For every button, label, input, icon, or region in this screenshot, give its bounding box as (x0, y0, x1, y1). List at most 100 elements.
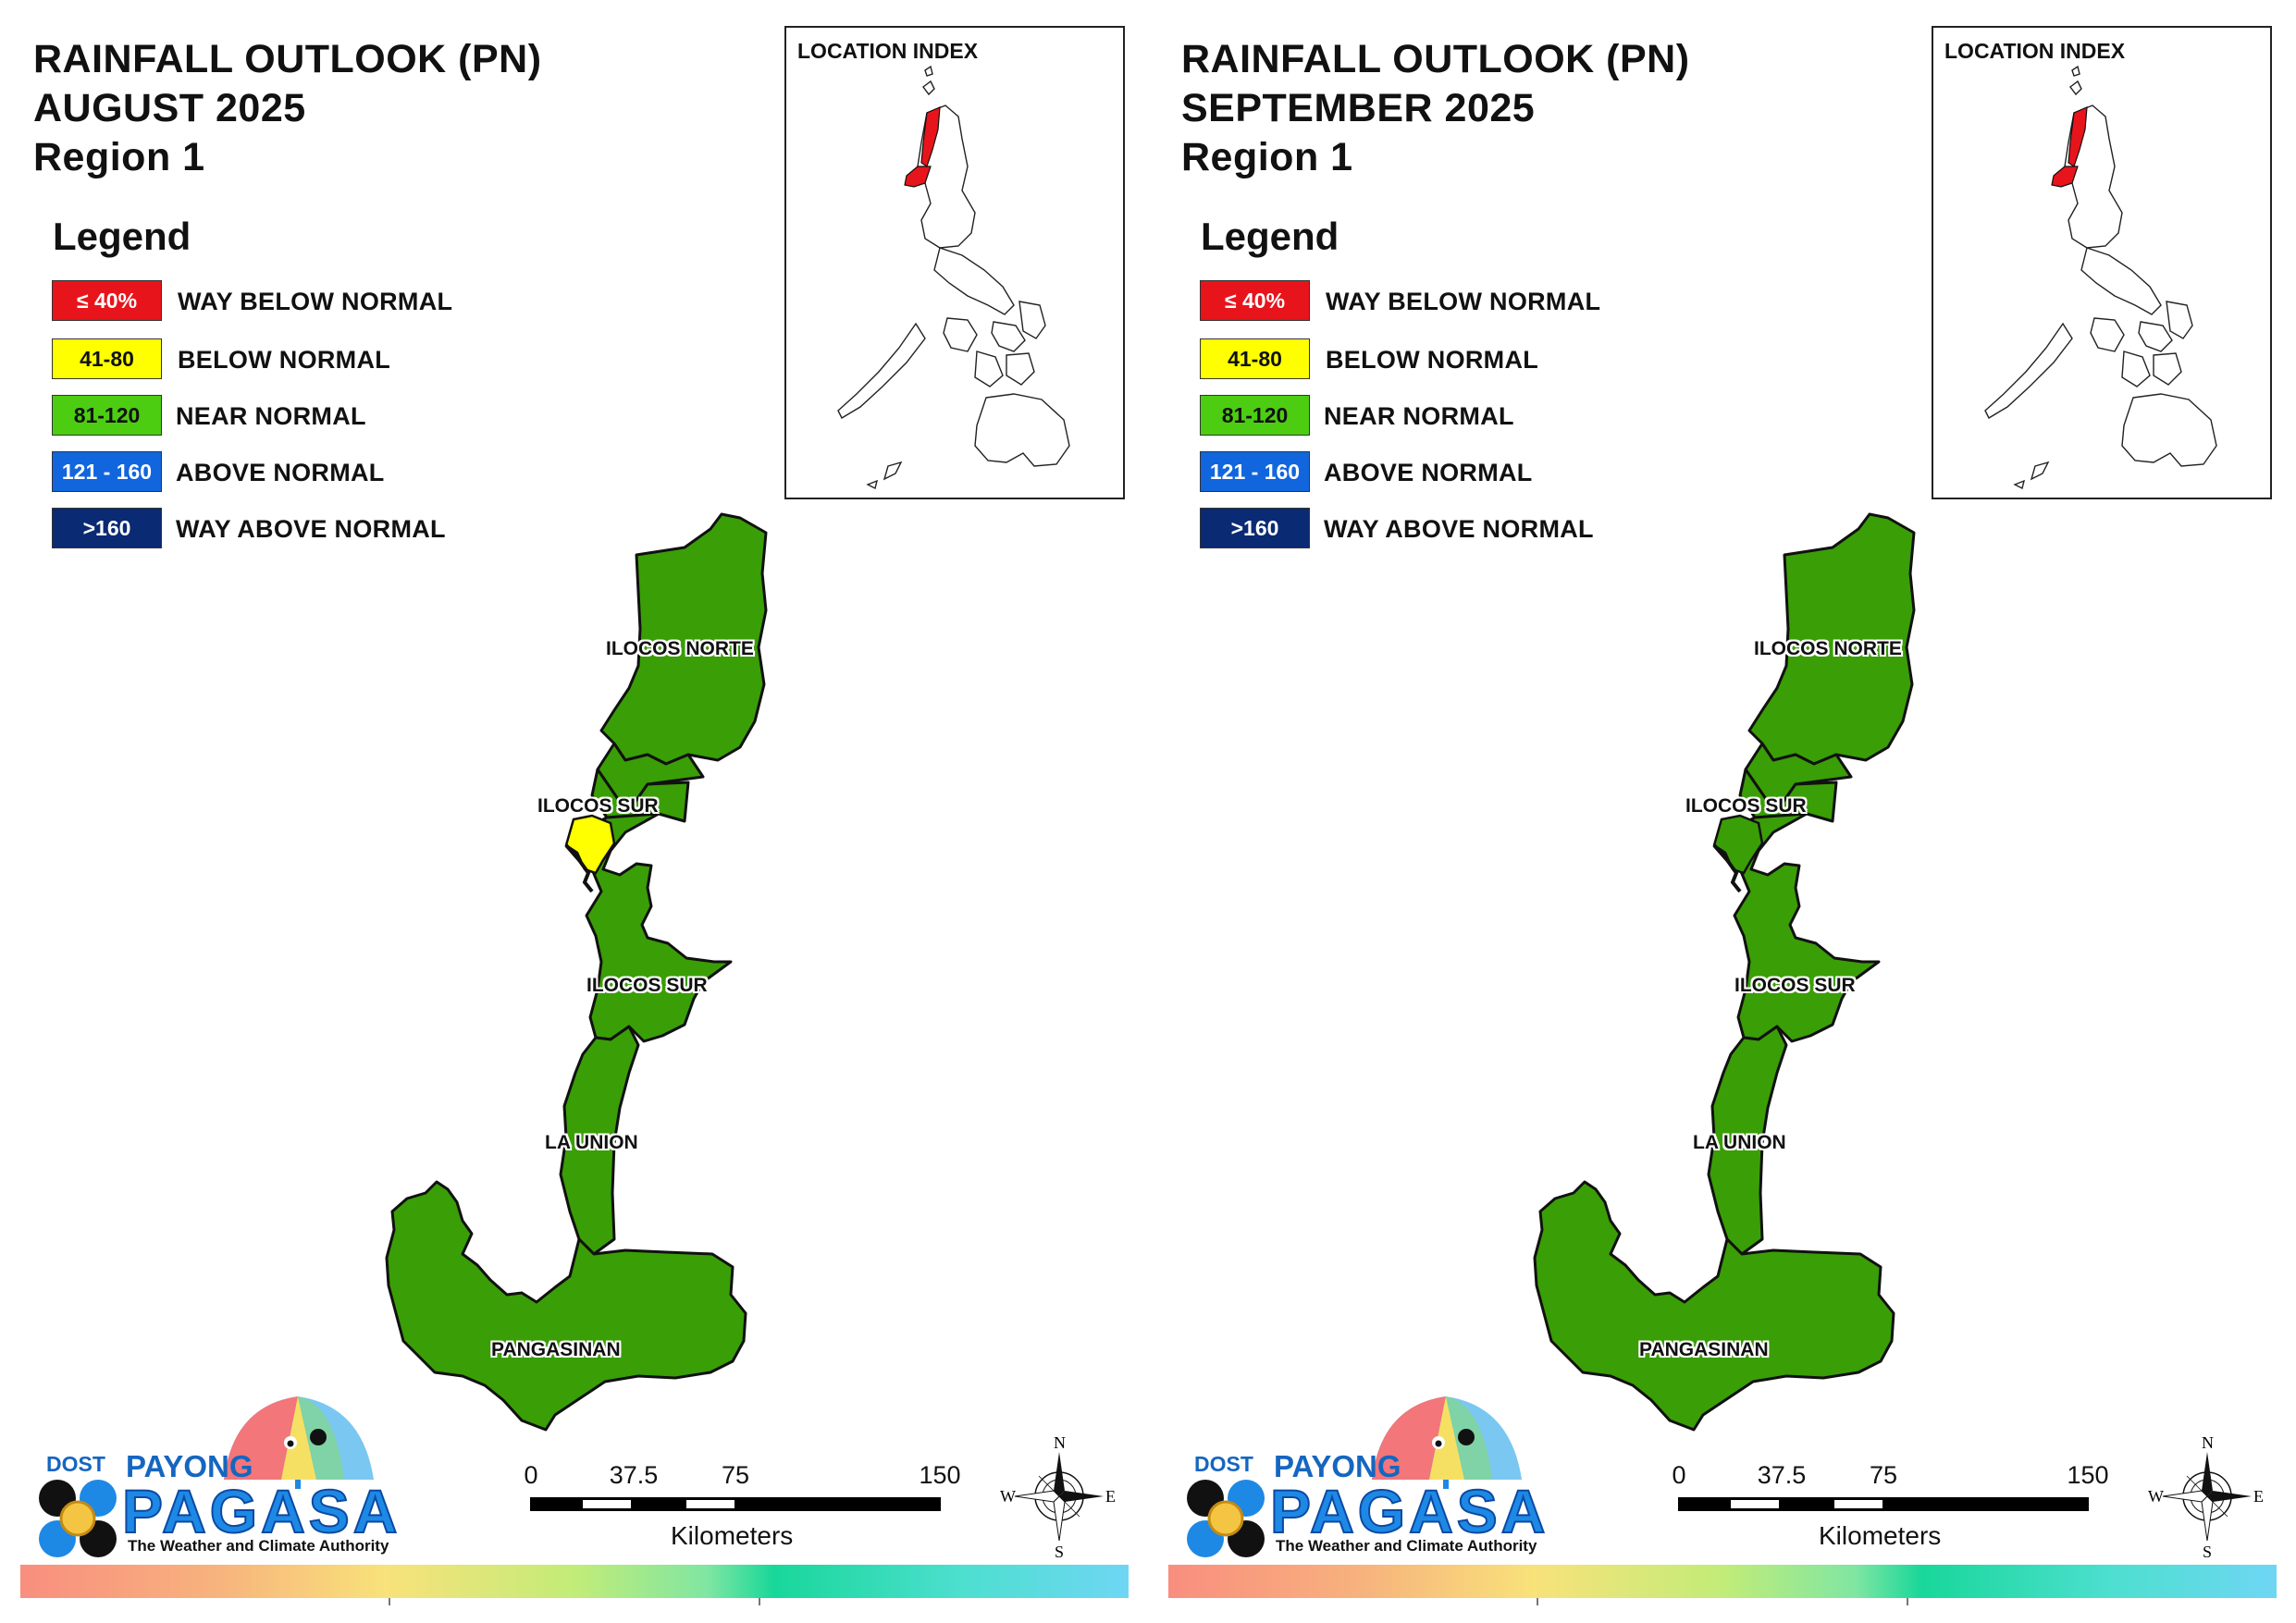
location-index-inset: LOCATION INDEX (784, 26, 1125, 499)
dost-seal-icon (39, 1480, 117, 1557)
scale-tick-label: 75 (1869, 1461, 1898, 1489)
compass-n: N (1054, 1433, 1066, 1452)
logo-payong-text: PAYONG (1274, 1449, 1401, 1483)
pagasa-logo: DOST PAYONG PAGASA The Weather and Clima… (33, 1387, 403, 1563)
scale-tick-label: 37.5 (1757, 1461, 1807, 1489)
province-label-ilocos-norte: ILOCOS NORTE (606, 638, 754, 659)
location-index-title: LOCATION INDEX (1944, 39, 2126, 63)
province-label-ilocos-sur: ILOCOS SUR (586, 975, 708, 996)
province-label-la-union: LA UNION (1693, 1132, 1786, 1153)
scale-bar-graphic (530, 1497, 941, 1511)
compass-e: E (1105, 1487, 1116, 1506)
scale-unit: Kilometers (1819, 1521, 1942, 1550)
legend-label: WAY ABOVE NORMAL (176, 515, 446, 543)
logo-pagasa-text: PAGASA (121, 1476, 401, 1546)
map-title: RAINFALL OUTLOOK (PN) AUGUST 2025 Region… (33, 35, 542, 182)
province-la-union (1707, 1025, 1788, 1256)
legend-label: ABOVE NORMAL (1324, 459, 1533, 486)
dost-seal-icon (1187, 1480, 1265, 1557)
location-index-title: LOCATION INDEX (797, 39, 979, 63)
legend-swatch: >160 (52, 508, 162, 548)
legend-swatch: >160 (1200, 508, 1310, 548)
below-normal-patch (564, 814, 616, 875)
umbrella-icon (224, 1396, 374, 1489)
legend-label: WAY BELOW NORMAL (1326, 288, 1601, 315)
province-label-ilocos-norte: ILOCOS NORTE (1754, 638, 1902, 659)
ilocos-sur-coastal-patch (1712, 814, 1764, 875)
logo-pagasa-text: PAGASA (1269, 1476, 1549, 1546)
scale-tick-label: 37.5 (609, 1461, 659, 1489)
title-line-1: RAINFALL OUTLOOK (PN) (33, 37, 542, 81)
compass-icon (1014, 1452, 1104, 1542)
footer-gradient-bar (20, 1565, 1129, 1605)
province-ilocos-sur (572, 812, 733, 1043)
legend-label: NEAR NORMAL (176, 402, 366, 430)
legend-swatch: 41-80 (52, 338, 162, 379)
title-line-1: RAINFALL OUTLOOK (PN) (1181, 37, 1690, 81)
compass-n: N (2202, 1433, 2214, 1452)
legend-title: Legend (1201, 215, 1339, 258)
pagasa-logo: DOST PAYONG PAGASA The Weather and Clima… (1181, 1387, 1551, 1563)
location-index-inset: LOCATION INDEX (1932, 26, 2272, 499)
province-ilocos-norte (1747, 512, 1916, 766)
compass-w: W (2148, 1487, 2164, 1506)
province-label-la-union: LA UNION (545, 1132, 638, 1153)
compass-s: S (2203, 1543, 2213, 1561)
province-la-union (559, 1025, 640, 1256)
scale-bar: 0 37.5 75 150 Kilometers (1672, 1461, 2156, 1563)
legend-label: BELOW NORMAL (178, 346, 391, 374)
coastal-detail (564, 843, 594, 893)
province-ilocos-sur-north-fill (590, 768, 690, 823)
scale-bar: 0 37.5 75 150 Kilometers (524, 1461, 1008, 1563)
legend-swatch: ≤ 40% (52, 280, 162, 321)
province-ilocos-sur-north-fill (1738, 768, 1838, 823)
logo-tagline: The Weather and Climate Authority (128, 1537, 389, 1555)
logo-payong-text: PAYONG (126, 1449, 253, 1483)
legend-swatch: 81-120 (1200, 395, 1310, 436)
scale-tick-label: 0 (524, 1461, 538, 1489)
philippines-locator-map (837, 65, 1070, 490)
province-ilocos-norte (599, 512, 768, 766)
logo-dost-text: DOST (1194, 1452, 1253, 1476)
legend-swatch: 121 - 160 (1200, 451, 1310, 492)
province-label-ilocos-sur-north: ILOCOS SUR (537, 795, 659, 817)
legend-swatch: 121 - 160 (52, 451, 162, 492)
outlook-panel-september: RAINFALL OUTLOOK (PN) SEPTEMBER 2025 Reg… (1148, 0, 2296, 1623)
province-label-pangasinan: PANGASINAN (491, 1339, 621, 1360)
compass-icon (2162, 1452, 2252, 1542)
legend-label: WAY BELOW NORMAL (178, 288, 453, 315)
logo-tagline: The Weather and Climate Authority (1276, 1537, 1537, 1555)
province-label-ilocos-sur: ILOCOS SUR (1734, 975, 1856, 996)
logo-dost-text: DOST (46, 1452, 105, 1476)
legend-swatch: ≤ 40% (1200, 280, 1310, 321)
compass-w: W (1000, 1487, 1016, 1506)
scale-tick-label: 150 (2067, 1461, 2109, 1489)
scale-bar-graphic (1678, 1497, 2089, 1511)
province-pangasinan (1533, 1180, 1895, 1432)
footer-gradient-bar (1168, 1565, 2277, 1605)
province-ilocos-sur (1720, 812, 1881, 1043)
region-1-map (1533, 512, 1916, 1432)
compass-e: E (2253, 1487, 2264, 1506)
legend-label: ABOVE NORMAL (176, 459, 385, 486)
umbrella-icon (1372, 1396, 1522, 1489)
title-line-2: AUGUST 2025 (33, 86, 306, 130)
legend-swatch: 81-120 (52, 395, 162, 436)
legend-label: NEAR NORMAL (1324, 402, 1514, 430)
legend-label: BELOW NORMAL (1326, 346, 1539, 374)
scale-tick-label: 150 (919, 1461, 961, 1489)
scale-tick-label: 0 (1672, 1461, 1686, 1489)
compass-rose: N S W E (2148, 1433, 2264, 1565)
province-pangasinan (385, 1180, 747, 1432)
province-label-ilocos-sur-north: ILOCOS SUR (1685, 795, 1807, 817)
legend-title: Legend (53, 215, 191, 258)
title-line-2: SEPTEMBER 2025 (1181, 86, 1536, 130)
map-title: RAINFALL OUTLOOK (PN) SEPTEMBER 2025 Reg… (1181, 35, 1690, 182)
province-label-pangasinan: PANGASINAN (1639, 1339, 1769, 1360)
title-line-3: Region 1 (1181, 135, 1353, 179)
compass-s: S (1055, 1543, 1065, 1561)
philippines-locator-map (1984, 65, 2217, 490)
coastal-detail (1712, 843, 1742, 893)
legend-label: WAY ABOVE NORMAL (1324, 515, 1594, 543)
legend-swatch: 41-80 (1200, 338, 1310, 379)
